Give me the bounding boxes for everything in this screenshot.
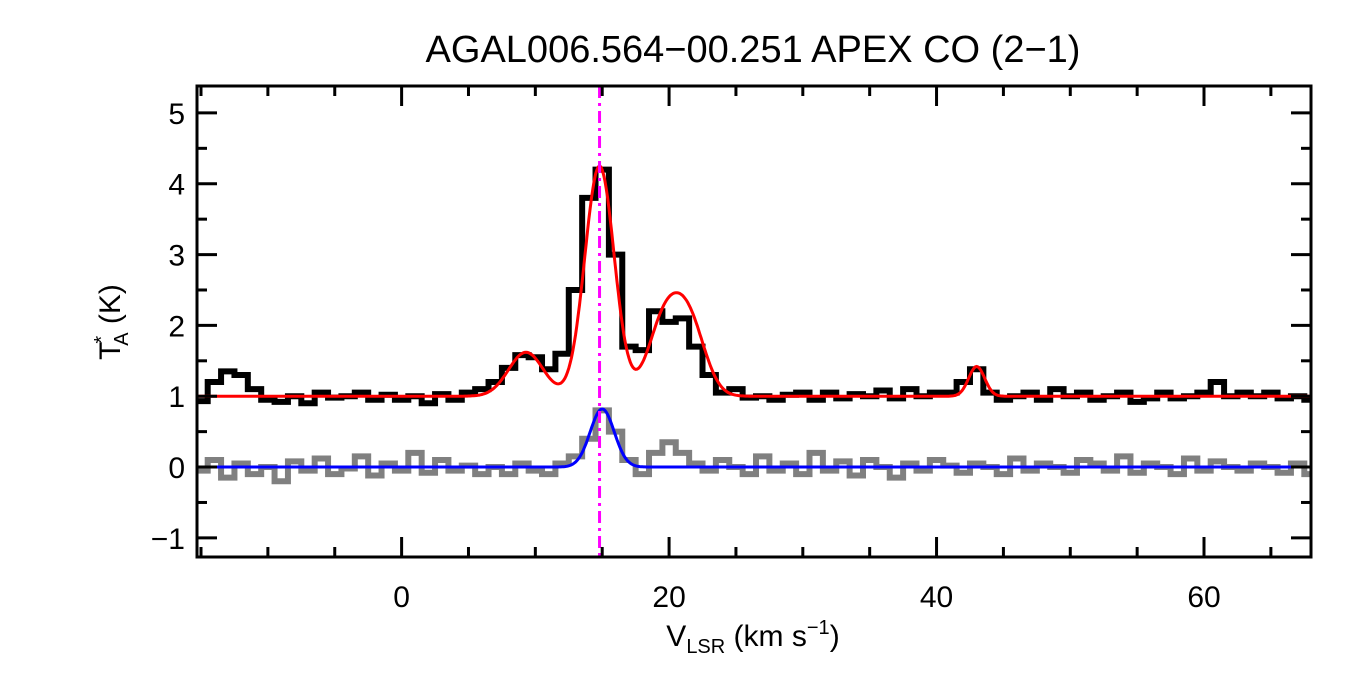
chart-marks [194, 86, 1317, 557]
spectrum-gray [194, 410, 1317, 481]
spectrum-chart: 0 20 40 60 −1 0 1 2 3 4 5 AGAL006.564−00.251 APEX … [0, 0, 1350, 675]
axis-ticks: 0 20 40 60 −1 0 1 2 3 4 5 [151, 86, 1311, 614]
chart-title: AGAL006.564−00.251 APEX CO (2−1) [426, 29, 1081, 71]
plot-frame [197, 86, 1311, 557]
x-axis-label: VLSR (km s−1) [666, 617, 839, 658]
y-tick-label: 3 [168, 240, 185, 273]
x-tick-label: 60 [1187, 581, 1220, 614]
y-axis-label: T*A (K) [91, 284, 133, 360]
y-tick-label: 1 [168, 381, 185, 414]
spectrum-black [194, 170, 1317, 404]
y-tick-label: 4 [168, 169, 185, 202]
x-tick-label: 20 [652, 581, 685, 614]
y-tick-label: 2 [168, 310, 185, 343]
x-tick-label: 0 [393, 581, 410, 614]
y-tick-label: 5 [168, 98, 185, 131]
y-tick-label: 0 [168, 452, 185, 485]
fit-red [197, 166, 1310, 396]
y-tick-label: −1 [151, 523, 185, 556]
x-tick-label: 40 [920, 581, 953, 614]
